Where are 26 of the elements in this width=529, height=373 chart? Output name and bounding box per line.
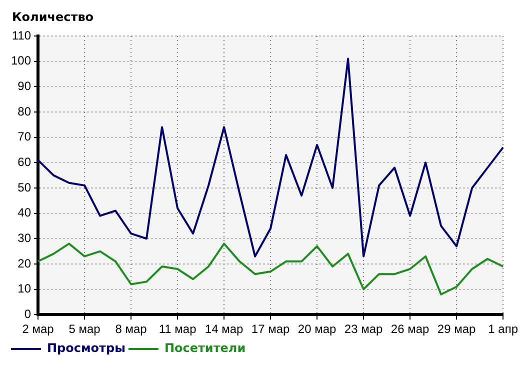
legend-label: Просмотры (47, 341, 126, 356)
x-tick-label: 5 мар (68, 322, 101, 336)
y-tick-label: 100 (10, 54, 32, 68)
x-tick-label: 11 мар (158, 322, 197, 336)
x-tick-label: 8 мар (115, 322, 148, 336)
y-tick-label: 50 (18, 180, 32, 194)
y-tick-label: 0 (24, 306, 32, 321)
y-tick-label: 60 (18, 154, 32, 169)
x-tick-label: 2 мар (22, 322, 54, 336)
y-tick-label: 40 (18, 206, 32, 220)
x-tick-label: 26 мар (390, 322, 430, 336)
y-axis-title: Количество (12, 10, 94, 24)
y-tick-label: 30 (18, 230, 32, 245)
y-tick-label: 10 (18, 282, 32, 296)
y-tick-label: 90 (18, 78, 32, 93)
x-tick-label: 14 мар (204, 322, 244, 336)
y-tick-label: 70 (18, 130, 32, 144)
y-tick-label: 110 (12, 28, 32, 42)
y-tick-label: 80 (18, 104, 32, 118)
x-tick-label: 20 мар (298, 322, 337, 336)
x-tick-label: 23 мар (344, 322, 384, 336)
x-tick-label: 29 мар (437, 322, 476, 336)
x-tick-label: 17 мар (251, 322, 290, 336)
y-tick-label: 20 (18, 256, 32, 270)
x-tick-label: 1 апр (488, 322, 518, 336)
legend-label: Посетители (164, 341, 246, 356)
